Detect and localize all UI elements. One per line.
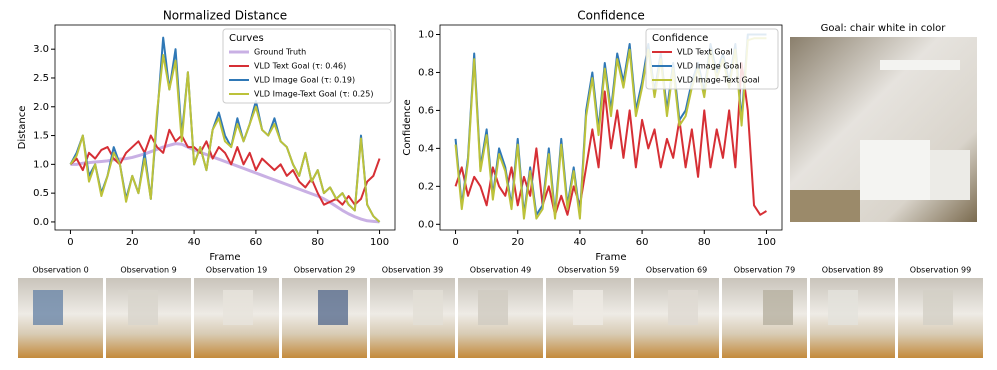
observation-detail (573, 290, 603, 325)
y-tick-label: 0.5 (33, 188, 49, 199)
series-line (69, 53, 381, 223)
y-tick-label: 0.8 (418, 67, 434, 78)
x-tick-label: 60 (250, 237, 263, 248)
plot-frame (439, 24, 783, 231)
x-tick-label: 80 (698, 237, 711, 248)
observation: Observation 29 (282, 266, 367, 358)
observation-label: Observation 0 (32, 266, 88, 275)
x-tick-label: 0 (67, 237, 73, 248)
y-tick-label: 1.0 (33, 159, 49, 170)
observation: Observation 79 (722, 266, 807, 358)
x-tick-label: 0 (452, 237, 458, 248)
y-tick-label: 0.6 (418, 105, 434, 116)
y-tick-label: 0.2 (418, 181, 434, 192)
y-axis-label: Distance (17, 106, 28, 150)
legend-box (645, 28, 779, 90)
x-axis-label: Frame (595, 252, 626, 263)
x-axis-label: Frame (209, 252, 240, 263)
observation-detail (668, 290, 698, 325)
x-tick-label: 100 (757, 237, 776, 248)
legend-label: VLD Image-Text Goal (τ: 0.25) (254, 90, 373, 99)
observation-label: Observation 99 (910, 266, 971, 275)
chart-title: Confidence (577, 9, 644, 23)
x-tick-label: 100 (370, 237, 389, 248)
x-tick-label: 40 (188, 237, 201, 248)
plot-frame (54, 24, 396, 231)
y-tick-label: 0.0 (33, 217, 49, 228)
observation-label: Observation 39 (382, 266, 443, 275)
x-tick-label: 20 (511, 237, 524, 248)
legend-box (222, 28, 392, 104)
chart-title: Normalized Distance (163, 9, 287, 23)
y-tick-label: 1.5 (33, 131, 49, 142)
x-tick-label: 20 (126, 237, 139, 248)
observation-label: Observation 89 (822, 266, 883, 275)
y-tick-label: 3.0 (33, 44, 49, 55)
goal-image (790, 37, 977, 222)
chart: Confidence Frame Confidence 0 20 40 60 80 100 0.0… (402, 9, 783, 263)
observation: Observation 69 (634, 266, 719, 358)
observation: Observation 49 (458, 266, 543, 358)
observation-detail (923, 290, 953, 325)
y-tick-label: 2.0 (33, 102, 49, 113)
legend-label: VLD Image-Text Goal (677, 76, 760, 85)
y-tick-label: 0.0 (418, 219, 434, 230)
observation-label: Observation 49 (470, 266, 531, 275)
observation-detail (413, 290, 443, 325)
legend-title: Confidence (652, 33, 708, 44)
series-line (69, 128, 381, 206)
observation-detail (128, 290, 158, 325)
observation: Observation 89 (810, 266, 895, 358)
observation: Observation 0 (18, 266, 103, 358)
y-tick-label: 0.4 (418, 143, 434, 154)
observation: Observation 39 (370, 266, 455, 358)
legend-title: Curves (229, 33, 264, 44)
observation-label: Observation 59 (558, 266, 619, 275)
y-axis-label: Confidence (402, 99, 413, 155)
legend-label: VLD Text Goal (677, 48, 733, 57)
observation-detail (763, 290, 793, 325)
observation-label: Observation 79 (734, 266, 795, 275)
observation: Observation 19 (194, 266, 279, 358)
legend-label: Ground Truth (254, 48, 306, 57)
x-tick-label: 80 (311, 237, 324, 248)
observation-detail (828, 290, 858, 325)
observation-label: Observation 9 (120, 266, 176, 275)
observation-detail (318, 290, 348, 325)
legend-label: VLD Image Goal (τ: 0.19) (254, 76, 355, 85)
goal-title: Goal: chair white in color (821, 23, 947, 34)
observation-label: Observation 19 (206, 266, 267, 275)
x-tick-label: 60 (636, 237, 649, 248)
legend-label: VLD Image Goal (677, 62, 741, 71)
chart: Normalized Distance Frame Distance 0 20 40 60 8… (17, 9, 396, 263)
observation-detail (33, 290, 63, 325)
y-tick-label: 1.0 (418, 29, 434, 40)
y-tick-label: 2.5 (33, 73, 49, 84)
x-tick-label: 40 (574, 237, 587, 248)
observation: Observation 9 (106, 266, 191, 358)
observation-label: Observation 29 (294, 266, 355, 275)
observation: Observation 99 (898, 266, 983, 358)
observation-detail (478, 290, 508, 325)
observation-label: Observation 69 (646, 266, 707, 275)
legend-label: VLD Text Goal (τ: 0.46) (254, 62, 346, 71)
observation-detail (223, 290, 253, 325)
observation: Observation 59 (546, 266, 631, 358)
